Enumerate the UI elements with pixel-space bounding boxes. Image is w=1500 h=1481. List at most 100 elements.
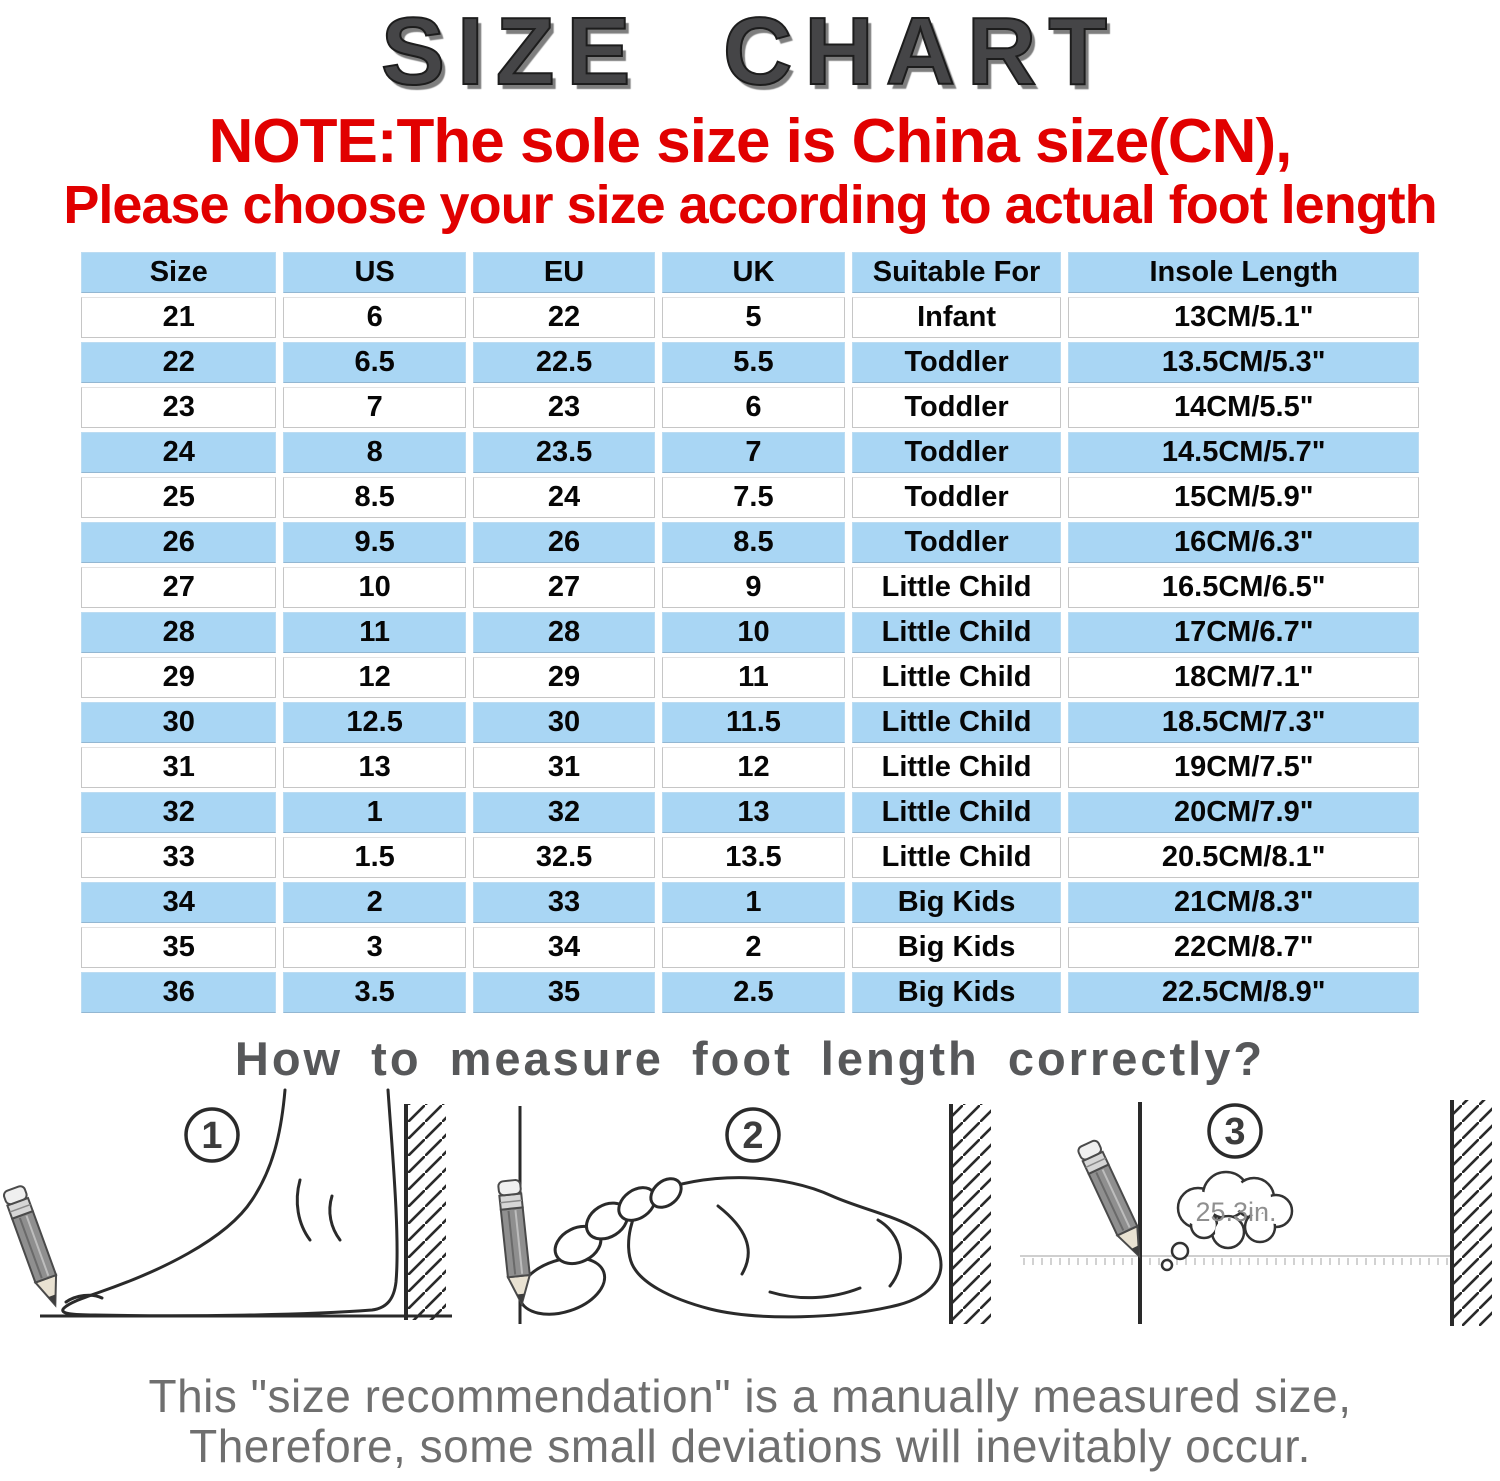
table-cell: 30 bbox=[81, 701, 277, 743]
table-cell: 34 bbox=[472, 926, 656, 968]
table-cell: Toddler bbox=[851, 431, 1062, 473]
step-2-number: 2 bbox=[742, 1115, 763, 1157]
table-cell: 25 bbox=[81, 476, 277, 518]
table-cell: Little Child bbox=[851, 656, 1062, 698]
table-cell: 29 bbox=[472, 656, 656, 698]
table-cell: 22 bbox=[81, 341, 277, 383]
table-cell: 9.5 bbox=[283, 521, 466, 563]
table-row: 26 9.5 26 8.5 Toddler 16CM/6.3" bbox=[81, 521, 1419, 563]
column-header-us: US bbox=[283, 251, 466, 293]
table-cell: 1.5 bbox=[283, 836, 466, 878]
table-cell: 7.5 bbox=[662, 476, 845, 518]
table-cell: Infant bbox=[851, 296, 1062, 338]
table-cell: Big Kids bbox=[851, 881, 1062, 923]
table-cell: 1 bbox=[283, 791, 466, 833]
note-banner: NOTE:The sole size is China size(CN), Pl… bbox=[0, 107, 1500, 236]
table-cell: 12.5 bbox=[283, 701, 466, 743]
page-title: SIZE CHART bbox=[380, 0, 1119, 105]
table-row: 36 3.5 35 2.5 Big Kids 22.5CM/8.9" bbox=[81, 971, 1419, 1013]
table-cell: 5.5 bbox=[662, 341, 845, 383]
table-cell: Little Child bbox=[851, 701, 1062, 743]
wall-icon bbox=[1450, 1100, 1492, 1327]
pencil-icon bbox=[1, 1184, 67, 1311]
table-cell: 11.5 bbox=[662, 701, 845, 743]
table-cell: 27 bbox=[81, 566, 277, 608]
table-cell: 33 bbox=[81, 836, 277, 878]
table-cell: Big Kids bbox=[851, 971, 1062, 1013]
table-cell: 11 bbox=[283, 611, 466, 653]
table-cell: 27 bbox=[472, 566, 656, 608]
size-table: Size US EU UK Suitable For Insole Length… bbox=[74, 248, 1426, 1017]
table-cell: 33 bbox=[472, 881, 656, 923]
table-cell: 2 bbox=[283, 881, 466, 923]
note-line-2: Please choose your size according to act… bbox=[63, 175, 1437, 236]
table-cell: 23 bbox=[81, 386, 277, 428]
table-cell: 14CM/5.5" bbox=[1068, 386, 1419, 428]
table-cell: 7 bbox=[283, 386, 466, 428]
table-cell: 10 bbox=[662, 611, 845, 653]
table-cell: 28 bbox=[81, 611, 277, 653]
table-cell: 5 bbox=[662, 296, 845, 338]
table-cell: 13CM/5.1" bbox=[1068, 296, 1419, 338]
bubble-measurement-label: 25.3in. bbox=[1195, 1197, 1276, 1227]
table-row: 29 12 29 11 Little Child 18CM/7.1" bbox=[81, 656, 1419, 698]
table-cell: 6 bbox=[662, 386, 845, 428]
thought-bubble: 25.3in. bbox=[1160, 1171, 1294, 1272]
table-cell: 24 bbox=[81, 431, 277, 473]
column-header-suitable-for: Suitable For bbox=[851, 251, 1062, 293]
table-cell: 1 bbox=[662, 881, 845, 923]
table-row: 21 6 22 5 Infant 13CM/5.1" bbox=[81, 296, 1419, 338]
table-row: 34 2 33 1 Big Kids 21CM/8.3" bbox=[81, 881, 1419, 923]
table-cell: 32 bbox=[81, 791, 277, 833]
table-cell: 14.5CM/5.7" bbox=[1068, 431, 1419, 473]
table-row: 33 1.5 32.5 13.5 Little Child 20.5CM/8.1" bbox=[81, 836, 1419, 878]
table-cell: 22.5 bbox=[472, 341, 656, 383]
table-cell: 32.5 bbox=[472, 836, 656, 878]
table-cell: 22CM/8.7" bbox=[1068, 926, 1419, 968]
table-cell: 21CM/8.3" bbox=[1068, 881, 1419, 923]
column-header-uk: UK bbox=[662, 251, 845, 293]
table-cell: 6 bbox=[283, 296, 466, 338]
table-cell: 8.5 bbox=[283, 476, 466, 518]
step-3-number: 3 bbox=[1224, 1111, 1245, 1153]
wall-icon bbox=[949, 1104, 991, 1325]
table-cell: 20.5CM/8.1" bbox=[1068, 836, 1419, 878]
table-cell: 10 bbox=[283, 566, 466, 608]
table-row: 30 12.5 30 11.5 Little Child 18.5CM/7.3" bbox=[81, 701, 1419, 743]
step-3-badge: 3 bbox=[1207, 1103, 1263, 1160]
table-cell: 24 bbox=[472, 476, 656, 518]
foot-sole-view-illustration: 2 bbox=[496, 1104, 991, 1325]
table-cell: 26 bbox=[472, 521, 656, 563]
table-cell: 12 bbox=[283, 656, 466, 698]
table-row: 24 8 23.5 7 Toddler 14.5CM/5.7" bbox=[81, 431, 1419, 473]
foot-outline bbox=[517, 1176, 943, 1319]
table-cell: 17CM/6.7" bbox=[1068, 611, 1419, 653]
table-cell: 23 bbox=[472, 386, 656, 428]
table-cell: 9 bbox=[662, 566, 845, 608]
table-cell: 34 bbox=[81, 881, 277, 923]
foot-side-view-illustration: 1 bbox=[1, 1088, 452, 1321]
table-cell: 19CM/7.5" bbox=[1068, 746, 1419, 788]
table-cell: 32 bbox=[472, 791, 656, 833]
measure-heading: How to measure foot length correctly? bbox=[234, 1031, 1266, 1085]
table-cell: 18CM/7.1" bbox=[1068, 656, 1419, 698]
table-cell: 29 bbox=[81, 656, 277, 698]
table-cell: 2 bbox=[662, 926, 845, 968]
table-cell: 6.5 bbox=[283, 341, 466, 383]
table-cell: Little Child bbox=[851, 566, 1062, 608]
table-cell: 16.5CM/6.5" bbox=[1068, 566, 1419, 608]
note-line-1: NOTE:The sole size is China size(CN), bbox=[208, 107, 1293, 176]
column-header-eu: EU bbox=[472, 251, 656, 293]
table-cell: 16CM/6.3" bbox=[1068, 521, 1419, 563]
table-cell: Little Child bbox=[851, 836, 1062, 878]
table-cell: 3.5 bbox=[283, 971, 466, 1013]
step-1-number: 1 bbox=[201, 1115, 222, 1157]
table-cell: 23.5 bbox=[472, 431, 656, 473]
table-cell: 26 bbox=[81, 521, 277, 563]
column-header-insole-length: Insole Length bbox=[1068, 251, 1419, 293]
table-cell: 21 bbox=[81, 296, 277, 338]
table-header-row: Size US EU UK Suitable For Insole Length bbox=[81, 251, 1419, 293]
table-cell: 28 bbox=[472, 611, 656, 653]
table-cell: 35 bbox=[472, 971, 656, 1013]
table-cell: 13 bbox=[662, 791, 845, 833]
